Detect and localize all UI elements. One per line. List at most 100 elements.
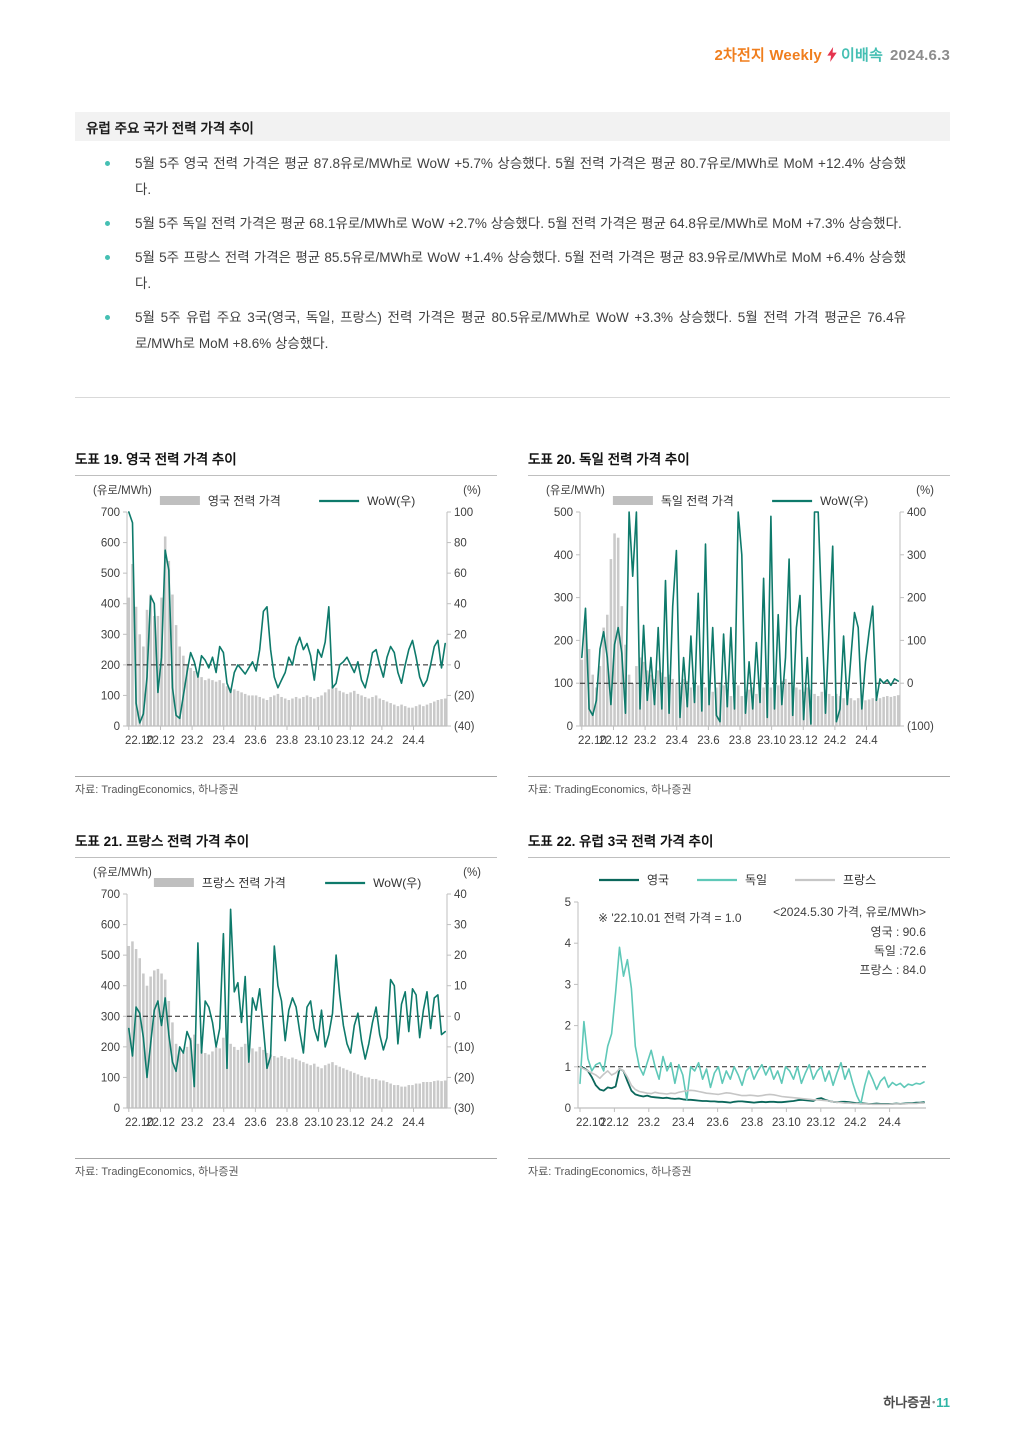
svg-text:영국 : 90.6: 영국 : 90.6 xyxy=(871,925,927,939)
bullet-item-france: 5월 5주 프랑스 전력 가격은 평균 85.5유로/MWh로 WoW +1.4… xyxy=(75,245,950,297)
svg-text:22.12: 22.12 xyxy=(146,735,175,747)
svg-text:20: 20 xyxy=(454,950,467,962)
svg-text:23.10: 23.10 xyxy=(772,1117,801,1129)
report-date: 2024.6.3 xyxy=(890,47,950,64)
svg-text:(%): (%) xyxy=(916,485,934,497)
svg-text:23.12: 23.12 xyxy=(789,735,818,747)
bullet-text: 5월 5주 독일 전력 가격은 평균 68.1유로/MWh로 WoW +2.7%… xyxy=(135,216,902,231)
svg-text:22.10: 22.10 xyxy=(578,735,607,747)
svg-text:(유로/MWh): (유로/MWh) xyxy=(546,484,605,497)
svg-text:23.6: 23.6 xyxy=(706,1117,728,1129)
svg-text:24.4: 24.4 xyxy=(855,735,878,747)
section-title: 유럽 주요 국가 전력 가격 추이 xyxy=(86,120,254,136)
svg-text:23.6: 23.6 xyxy=(244,735,266,747)
svg-text:500: 500 xyxy=(101,950,120,962)
chart-title-europe3: 도표 22. 유럽 3국 전력 가격 추이 xyxy=(528,830,950,858)
svg-text:독일: 독일 xyxy=(745,873,767,887)
svg-text:(%): (%) xyxy=(463,867,481,879)
bullet-item-europe3: 5월 5주 유럽 주요 3국(영국, 독일, 프랑스) 전력 가격은 평균 80… xyxy=(75,305,950,357)
svg-text:독일 전력 가격: 독일 전력 가격 xyxy=(661,494,734,508)
svg-text:0: 0 xyxy=(907,678,913,690)
svg-text:23.4: 23.4 xyxy=(213,735,236,747)
page-number: 11 xyxy=(936,1395,950,1410)
svg-text:22.12: 22.12 xyxy=(599,735,628,747)
svg-text:23.6: 23.6 xyxy=(244,1117,266,1129)
chart-block-europe3: 도표 22. 유럽 3국 전력 가격 추이 영국 독일 프랑스 0 1 2 3 4 5 22.10… xyxy=(528,830,950,1179)
svg-text:3: 3 xyxy=(565,979,571,991)
svg-text:300: 300 xyxy=(907,550,926,562)
svg-text:24.4: 24.4 xyxy=(402,735,425,747)
svg-text:23.4: 23.4 xyxy=(213,1117,236,1129)
svg-text:40: 40 xyxy=(454,889,467,901)
bullet-text: 5월 5주 영국 전력 가격은 평균 87.8유로/MWh로 WoW +5.7%… xyxy=(135,156,906,197)
svg-text:(40): (40) xyxy=(454,721,475,733)
svg-text:400: 400 xyxy=(101,981,120,993)
svg-text:WoW(우): WoW(우) xyxy=(373,876,421,890)
svg-text:23.10: 23.10 xyxy=(304,735,333,747)
svg-text:300: 300 xyxy=(554,593,573,605)
svg-text:24.4: 24.4 xyxy=(402,1117,425,1129)
svg-text:30: 30 xyxy=(454,920,467,932)
report-author: 이배속 xyxy=(840,47,883,64)
svg-text:(20): (20) xyxy=(454,1072,475,1084)
bullet-item-uk: 5월 5주 영국 전력 가격은 평균 87.8유로/MWh로 WoW +5.7%… xyxy=(75,151,950,203)
svg-text:100: 100 xyxy=(554,678,573,690)
svg-text:200: 200 xyxy=(101,660,120,672)
svg-text:100: 100 xyxy=(101,1072,120,1084)
svg-text:23.12: 23.12 xyxy=(336,1117,365,1129)
svg-text:23.2: 23.2 xyxy=(181,735,203,747)
chart-block-france: 도표 21. 프랑스 전력 가격 추이 (유로/MWh) (%) 프랑스 전력 가격… xyxy=(75,830,497,1179)
svg-text:영국 전력 가격: 영국 전력 가격 xyxy=(208,494,281,508)
summary-bullet-list: 5월 5주 영국 전력 가격은 평균 87.8유로/MWh로 WoW +5.7%… xyxy=(75,151,950,365)
svg-text:23.8: 23.8 xyxy=(276,735,298,747)
svg-text:프랑스 전력 가격: 프랑스 전력 가격 xyxy=(202,876,286,890)
svg-text:0: 0 xyxy=(454,660,460,672)
svg-text:200: 200 xyxy=(554,635,573,647)
svg-text:600: 600 xyxy=(101,920,120,932)
brand-label: 하나증권 xyxy=(883,1395,932,1410)
svg-text:23.8: 23.8 xyxy=(729,735,751,747)
svg-text:23.6: 23.6 xyxy=(697,735,719,747)
report-series-label: 2차전지 Weekly xyxy=(714,47,822,64)
svg-text:22.10: 22.10 xyxy=(125,1117,154,1129)
lightning-icon xyxy=(826,47,838,62)
bullet-text: 5월 5주 프랑스 전력 가격은 평균 85.5유로/MWh로 WoW +1.4… xyxy=(135,250,906,291)
chart-source-uk: 자료: TradingEconomics, 하나증권 xyxy=(75,776,497,797)
france-price-chart: (유로/MWh) (%)프랑스 전력 가격 WoW(우)01002003004005… xyxy=(93,866,481,1129)
germany-price-chart: (유로/MWh) (%) 독일 전력 가격 WoW(우) 0 100 200 300 400 50… xyxy=(546,484,934,747)
svg-text:23.8: 23.8 xyxy=(276,1117,298,1129)
svg-text:23.2: 23.2 xyxy=(181,1117,203,1129)
svg-text:23.4: 23.4 xyxy=(666,735,689,747)
svg-text:<2024.5.30 가격, 유로/MWh>: <2024.5.30 가격, 유로/MWh> xyxy=(773,905,926,919)
svg-text:1: 1 xyxy=(565,1062,571,1074)
svg-text:(유로/MWh): (유로/MWh) xyxy=(93,866,152,879)
svg-text:20: 20 xyxy=(454,629,467,641)
svg-text:23.8: 23.8 xyxy=(741,1117,763,1129)
svg-text:300: 300 xyxy=(101,629,120,641)
svg-text:24.2: 24.2 xyxy=(371,735,393,747)
svg-text:40: 40 xyxy=(454,599,467,611)
svg-text:23.12: 23.12 xyxy=(336,735,365,747)
svg-text:700: 700 xyxy=(101,889,120,901)
svg-text:WoW(우): WoW(우) xyxy=(820,494,868,508)
svg-text:22.12: 22.12 xyxy=(146,1117,175,1129)
svg-text:프랑스: 프랑스 xyxy=(843,873,876,887)
section-divider xyxy=(75,397,950,398)
svg-text:0: 0 xyxy=(114,1103,120,1115)
chart-block-germany: 도표 20. 독일 전력 가격 추이 (유로/MWh) (%) 독일 전력 가격 Wo… xyxy=(528,448,950,797)
svg-text:22.10: 22.10 xyxy=(125,735,154,747)
svg-text:24.2: 24.2 xyxy=(844,1117,866,1129)
svg-text:24.2: 24.2 xyxy=(824,735,846,747)
svg-text:23.4: 23.4 xyxy=(672,1117,695,1129)
svg-text:500: 500 xyxy=(554,507,573,519)
svg-text:(30): (30) xyxy=(454,1103,475,1115)
svg-text:독일 :72.6: 독일 :72.6 xyxy=(874,944,926,958)
svg-text:0: 0 xyxy=(454,1011,460,1023)
svg-text:80: 80 xyxy=(454,538,467,550)
svg-text:24.2: 24.2 xyxy=(371,1117,393,1129)
svg-text:22.10: 22.10 xyxy=(576,1117,605,1129)
section-title-box: 유럽 주요 국가 전력 가격 추이 xyxy=(75,112,950,141)
svg-text:300: 300 xyxy=(101,1011,120,1023)
